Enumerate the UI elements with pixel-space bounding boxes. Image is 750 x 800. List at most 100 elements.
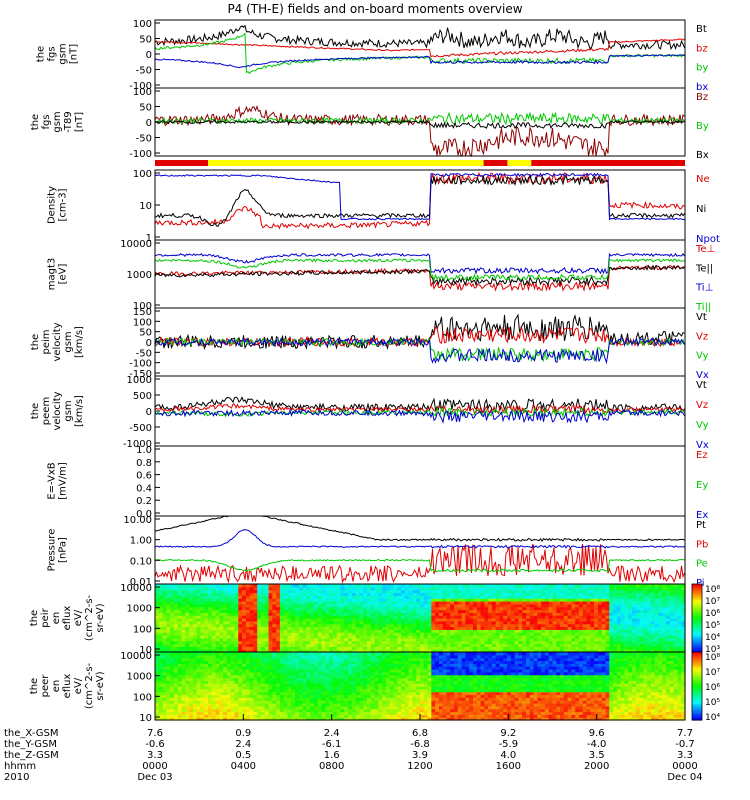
heatmap-cell <box>351 700 357 704</box>
heatmap-cell <box>329 708 334 713</box>
heatmap-cell <box>196 584 202 588</box>
heatmap-cell <box>669 584 675 588</box>
heatmap-cell <box>601 640 607 645</box>
heatmap-cell <box>249 586 255 591</box>
heatmap-cell <box>325 708 330 713</box>
heatmap-cell <box>518 612 523 616</box>
heatmap-cell <box>344 629 349 633</box>
heatmap-cell <box>427 606 432 611</box>
heatmap-cell <box>420 592 425 596</box>
heatmap-cell <box>344 586 349 591</box>
heatmap-cell <box>295 601 300 605</box>
heatmap-cell <box>219 686 224 690</box>
heatmap-cell <box>317 691 323 696</box>
heatmap-cell <box>295 717 300 721</box>
heatmap-cell <box>522 632 527 636</box>
heatmap-cell <box>579 637 584 642</box>
heatmap-cell <box>196 595 202 599</box>
heatmap-cell <box>351 680 357 684</box>
heatmap-cell <box>404 592 410 596</box>
heatmap-cell <box>378 649 383 653</box>
heatmap-cell <box>166 637 171 642</box>
heatmap-cell <box>620 646 626 650</box>
heatmap-cell <box>189 694 194 698</box>
heatmap-cell <box>495 584 501 588</box>
heatmap-cell <box>276 626 281 630</box>
heatmap-cell <box>420 586 425 591</box>
heatmap-cell <box>632 643 637 647</box>
heatmap-cell <box>329 660 334 664</box>
heatmap-cell <box>162 674 167 679</box>
heatmap-cell <box>552 649 557 653</box>
heatmap-cell <box>325 632 330 636</box>
heatmap-cell <box>537 612 542 616</box>
heatmap-cell <box>560 620 565 625</box>
heatmap-cell <box>442 618 448 622</box>
heatmap-cell <box>325 592 330 596</box>
heatmap-cell <box>196 700 202 704</box>
series-line-Pi <box>154 529 685 549</box>
heatmap-cell <box>208 586 213 591</box>
heatmap-cell <box>404 635 410 639</box>
heatmap-cell <box>643 589 648 594</box>
heatmap-cell <box>272 601 277 605</box>
heatmap-cell <box>370 691 376 696</box>
heatmap-cell <box>340 635 345 639</box>
heatmap-cell <box>503 601 508 605</box>
heatmap-cell <box>643 629 648 633</box>
heatmap-cell <box>658 609 663 613</box>
heatmap-cell <box>279 640 285 645</box>
heatmap-cell <box>465 595 470 599</box>
heatmap-cell <box>226 677 232 681</box>
heatmap-cell <box>332 615 338 619</box>
heatmap-cell <box>620 592 626 596</box>
heatmap-cell <box>219 705 224 710</box>
heatmap-cell <box>416 646 421 650</box>
heatmap-cell <box>173 677 179 681</box>
heatmap-cell <box>314 674 319 679</box>
heatmap-cell <box>287 584 292 588</box>
heatmap-cell <box>616 598 622 602</box>
heatmap-cell <box>669 629 675 633</box>
heatmap-cell <box>416 589 421 594</box>
heatmap-cell <box>529 623 535 628</box>
heatmap-cell <box>351 660 357 664</box>
heatmap-cell <box>609 646 614 650</box>
heatmap-cell <box>279 717 285 721</box>
heatmap-cell <box>295 589 300 594</box>
heatmap-cell <box>173 595 179 599</box>
heatmap-cell <box>491 649 497 653</box>
heatmap-cell <box>253 700 258 704</box>
heatmap-cell <box>639 592 644 596</box>
heatmap-cell <box>579 629 584 633</box>
heatmap-cell <box>503 615 508 619</box>
heatmap-cell <box>211 606 217 611</box>
heatmap-cell <box>200 620 205 625</box>
heatmap-cell <box>677 586 682 591</box>
heatmap-cell <box>253 603 258 608</box>
heatmap-cell <box>208 694 213 698</box>
heatmap-cell <box>332 620 338 625</box>
heatmap-cell <box>658 632 663 636</box>
heatmap-cell <box>374 683 379 687</box>
heatmap-cell <box>283 589 289 594</box>
heatmap-cell <box>196 620 202 625</box>
y-axis-label: velocity <box>52 391 63 430</box>
heatmap-cell <box>272 660 277 664</box>
heatmap-cell <box>666 615 671 619</box>
heatmap-cell <box>359 680 364 684</box>
heatmap-cell <box>208 618 213 622</box>
heatmap-cell <box>427 623 432 628</box>
heatmap-cell <box>306 620 311 625</box>
heatmap-cell <box>438 592 444 596</box>
heatmap-cell <box>181 674 186 679</box>
heatmap-cell <box>181 705 186 710</box>
heatmap-cell <box>613 632 618 636</box>
heatmap-cell <box>314 637 319 642</box>
heatmap-cell <box>317 623 323 628</box>
heatmap-cell <box>658 637 663 642</box>
heatmap-cell <box>268 697 273 701</box>
heatmap-cell <box>162 615 167 619</box>
heatmap-cell <box>242 652 247 656</box>
heatmap-cell <box>162 606 167 611</box>
